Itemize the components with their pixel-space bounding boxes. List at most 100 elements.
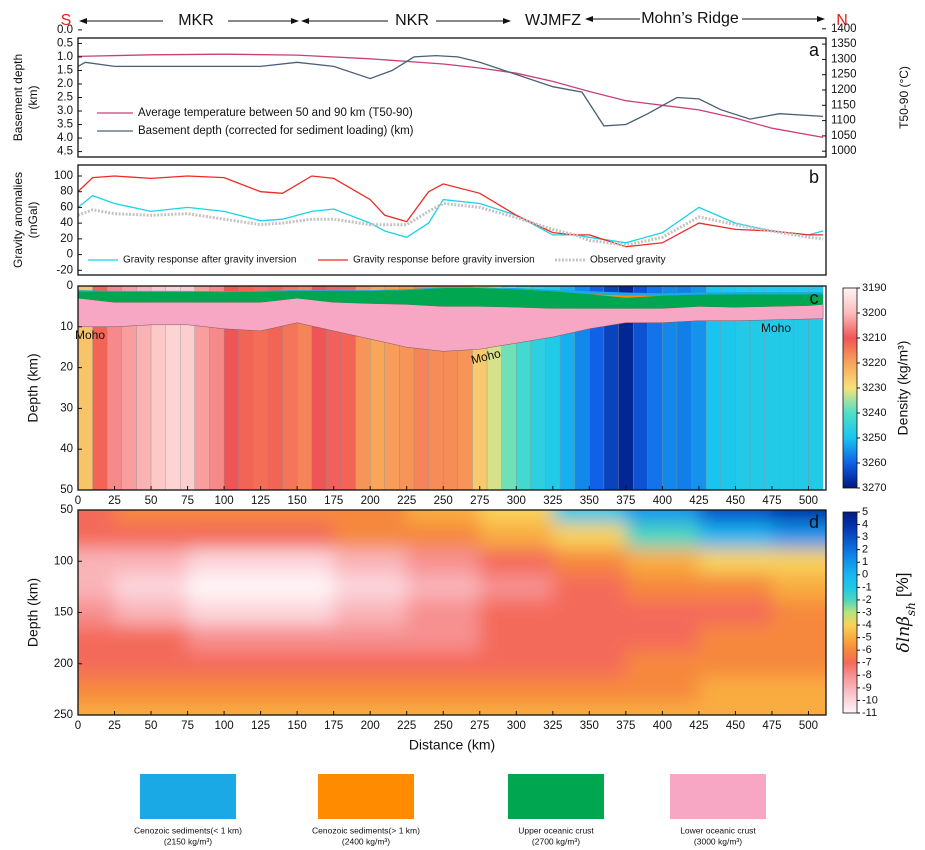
y-tick-label: 0.0 (57, 24, 73, 36)
colorbar-tick-label: 3 (862, 531, 868, 543)
heatmap-cell (771, 676, 826, 703)
colorbar-tick-label: -9 (862, 682, 872, 694)
heatmap-cell (479, 650, 554, 678)
heatmap-cell (771, 702, 826, 715)
heatmap-cell (187, 510, 262, 524)
x-tick-label: 275 (470, 720, 489, 732)
colorbar-tick-label: 3260 (862, 457, 886, 469)
heatmap-cell (406, 625, 481, 652)
heatmap-cell (333, 599, 408, 626)
heatmap-cell (552, 702, 627, 715)
colorbar-label: Density (kg/m³) (895, 341, 911, 436)
plot-area (78, 53, 824, 139)
heatmap-cell (114, 599, 189, 626)
heatmap-cell (698, 676, 773, 703)
x-tick-label: 425 (689, 720, 708, 732)
x-tick-label: 0 (75, 720, 81, 732)
heatmap-cell (406, 676, 481, 703)
colorbar-tick-label: -7 (862, 657, 872, 669)
heatmap-cell (698, 522, 773, 549)
plot-frame (77, 164, 827, 276)
heatmap-cell (479, 702, 554, 715)
y2-axis-label: T50-90 (°C) (897, 66, 911, 129)
colorbar-tick-label: -4 (862, 619, 872, 631)
x-tick-label: 375 (616, 720, 635, 732)
legend-box (318, 774, 414, 819)
legend-density: (2400 kg/m³) (342, 836, 390, 846)
x-tick-label: 125 (251, 495, 270, 507)
x-tick-label: 200 (361, 495, 380, 507)
heatmap-cell (771, 522, 826, 549)
y-tick-label: 3.5 (57, 119, 73, 131)
colorbar-tick-label: 4 (862, 518, 868, 530)
x-tick-label: 150 (288, 495, 307, 507)
heatmap-cell (625, 702, 700, 715)
heatmap-cell (260, 574, 335, 601)
heatmap-cell (333, 676, 408, 703)
heatmap-cell (479, 599, 554, 626)
heatmap-cell (406, 510, 481, 524)
colorbar-tick-label: -8 (862, 669, 872, 681)
density-column (808, 286, 824, 490)
y-tick-label: 1.5 (57, 64, 73, 76)
legend-box (670, 774, 766, 819)
legend-label: Average temperature between 50 and 90 km… (138, 107, 413, 119)
heatmap-cell (114, 676, 189, 703)
colorbar-tick-label: 0 (862, 569, 868, 581)
y-axis-label: Depth (km) (25, 353, 41, 422)
y-axis-label: Basement depth (11, 54, 25, 141)
annotation: Moho (761, 321, 791, 335)
heatmap-cell (698, 548, 773, 575)
colorbar-tick-label: -2 (862, 594, 872, 606)
y-tick-label: 20 (60, 233, 73, 245)
x-tick-label: 225 (397, 495, 416, 507)
x-tick-label: 425 (689, 495, 708, 507)
x-tick-label: 325 (543, 495, 562, 507)
heatmap-cell (479, 510, 554, 524)
heatmap-cell (187, 625, 262, 652)
colorbar-tick-label: 3210 (862, 332, 886, 344)
plot-frame (77, 285, 827, 491)
plot-frame (77, 37, 827, 158)
y-tick-label: 4.0 (57, 132, 73, 144)
y-axis-label: Gravity anomalies (11, 172, 25, 268)
x-tick-label: 350 (580, 720, 599, 732)
heatmap-cell (114, 625, 189, 652)
heatmap-cell (187, 548, 262, 575)
y2-tick-label: 1100 (831, 115, 856, 127)
heatmap-cell (260, 650, 335, 678)
heatmap-cell (78, 625, 116, 652)
y-tick-label: 10 (60, 321, 73, 333)
layer (78, 288, 824, 309)
x-tick-label: 100 (215, 495, 234, 507)
colorbar-tick-label: 3230 (862, 382, 886, 394)
legend-box (140, 774, 236, 819)
plot-frame (77, 509, 827, 716)
heatmap-cell (187, 574, 262, 601)
heatmap-cell (771, 510, 826, 524)
plot-area (78, 510, 826, 715)
layer (589, 294, 663, 298)
y-axis-label: (km) (26, 86, 40, 110)
y-tick-label: 100 (54, 555, 73, 567)
y-tick-label: 20 (60, 362, 73, 374)
series-line (78, 53, 824, 139)
panel-label: c (810, 288, 819, 308)
series-line (78, 175, 824, 248)
x-tick-label: 250 (434, 495, 453, 507)
colorbar-tick-label: 3220 (862, 357, 886, 369)
heatmap-cell (479, 574, 554, 601)
heatmap-cell (187, 522, 262, 549)
legend-label: Gravity response before gravity inversio… (353, 255, 535, 266)
heatmap-cell (625, 676, 700, 703)
heatmap-cell (78, 574, 116, 601)
heatmap-cell (406, 548, 481, 575)
heatmap-cell (479, 625, 554, 652)
legend-box (508, 774, 604, 819)
heatmap-cell (114, 702, 189, 715)
heatmap-cell (260, 522, 335, 549)
heatmap-cell (625, 574, 700, 601)
heatmap-cell (771, 548, 826, 575)
legend-label: Observed gravity (590, 255, 666, 266)
